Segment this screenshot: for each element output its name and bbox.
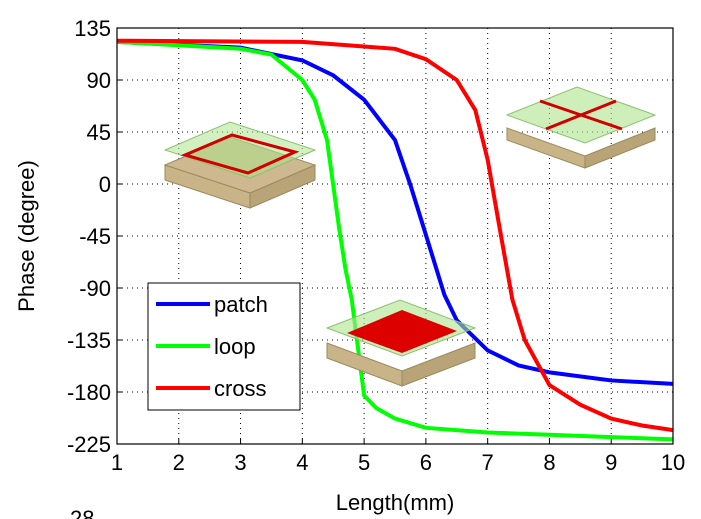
y-tick-label: -135: [67, 328, 111, 353]
x-tick-label: 9: [605, 450, 617, 475]
legend-label: loop: [214, 334, 256, 359]
annotation: 28: [70, 506, 94, 519]
y-tick-label: 90: [87, 68, 111, 93]
x-tick-label: 6: [420, 450, 432, 475]
x-axis-label: Length(mm): [336, 490, 455, 515]
y-tick-label: -225: [67, 432, 111, 457]
x-tick-label: 3: [234, 450, 246, 475]
x-tick-label: 4: [296, 450, 308, 475]
legend-label: patch: [214, 292, 268, 317]
y-tick-label: 135: [74, 16, 111, 41]
x-tick-label: 10: [661, 450, 685, 475]
x-tick-label: 8: [543, 450, 555, 475]
y-tick-label: -180: [67, 380, 111, 405]
x-tick-label: 7: [482, 450, 494, 475]
y-tick-label: 0: [99, 172, 111, 197]
legend-label: cross: [214, 376, 267, 401]
y-tick-label: 45: [87, 120, 111, 145]
y-tick-label: -90: [79, 276, 111, 301]
x-tick-label: 2: [173, 450, 185, 475]
legend: patch loop cross: [148, 283, 300, 410]
y-tick-label: -45: [79, 224, 111, 249]
y-axis-label: Phase (degree): [14, 160, 39, 312]
x-tick-label: 5: [358, 450, 370, 475]
x-tick-label: 1: [111, 450, 123, 475]
chart: 12345678910-225-180-135-90-4504590135 pa…: [0, 0, 701, 519]
